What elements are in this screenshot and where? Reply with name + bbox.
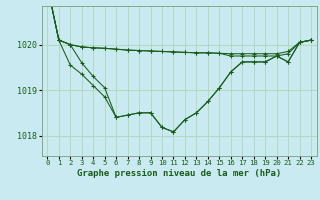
X-axis label: Graphe pression niveau de la mer (hPa): Graphe pression niveau de la mer (hPa) xyxy=(77,169,281,178)
